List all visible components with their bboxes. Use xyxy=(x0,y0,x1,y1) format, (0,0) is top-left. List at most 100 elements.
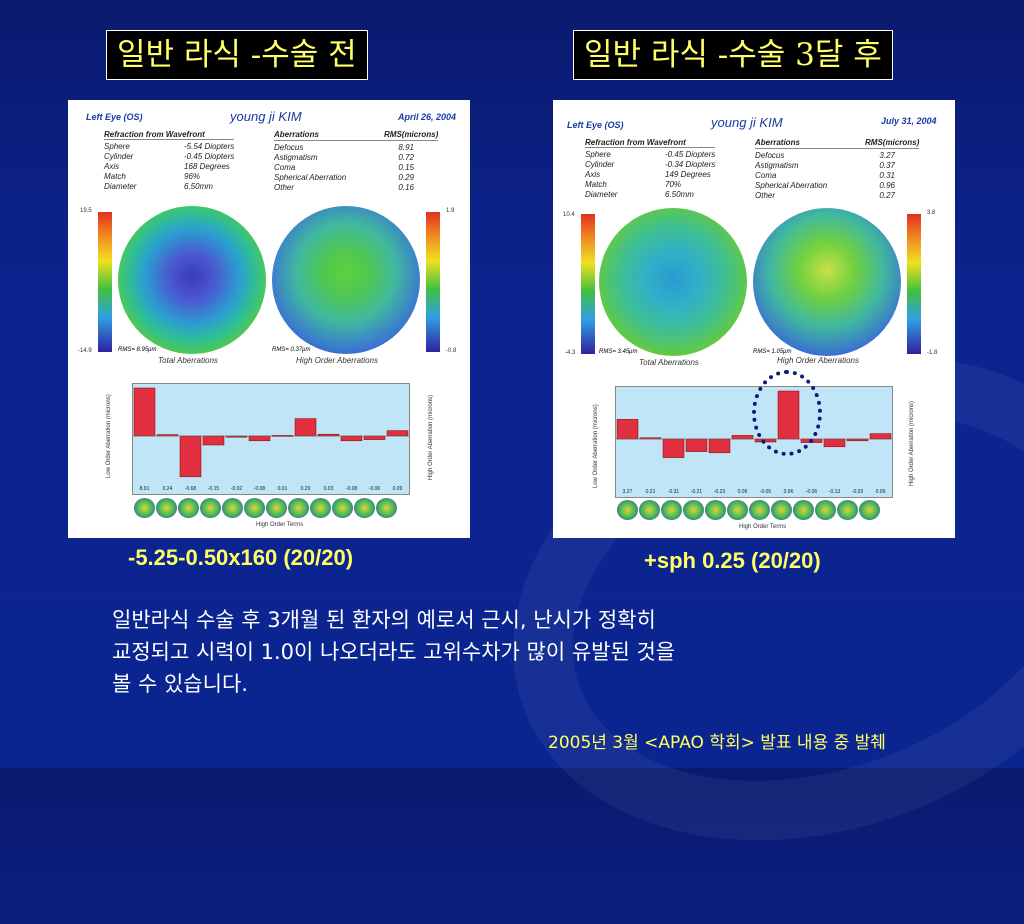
rms-total: RMS= 3.45μm xyxy=(599,349,638,355)
bar-11 xyxy=(386,430,409,437)
total-aberration-map xyxy=(599,208,747,356)
x-axis-title: High Order Terms xyxy=(739,524,787,530)
bar-9 xyxy=(823,438,846,448)
caption-total: Total Aberrations xyxy=(639,358,699,367)
color-scale-total xyxy=(581,214,595,354)
diameter-label-hoa: Ø= 6.50mm xyxy=(865,210,897,216)
y-axis-right-title: High Order Aberration (microns) xyxy=(909,400,915,486)
bar-value-label: 3.27 xyxy=(623,489,633,495)
bar-0 xyxy=(616,419,639,440)
wavefront-report-before: Left Eye (OS) young ji KIM April 26, 200… xyxy=(68,100,470,538)
aberrations-table: Aberrations RMS(microns) Defocus 8.91 Asti… xyxy=(274,130,439,192)
bar-9 xyxy=(340,435,363,442)
bar-value-label: -0.31 xyxy=(668,489,680,495)
caption-total: Total Aberrations xyxy=(158,356,218,365)
bar-2 xyxy=(662,438,685,458)
scale-min-hoa: -1.8 xyxy=(927,350,938,356)
diameter-label-hoa: Ø= 6.50mm xyxy=(382,208,414,214)
bar-value-label: 0.09 xyxy=(876,489,886,495)
refraction-header: Refraction from Wavefront xyxy=(104,130,235,140)
caption-hoa: High Order Aberrations xyxy=(777,356,859,365)
bar-value-label: -0.23 xyxy=(714,489,726,495)
aberrations-table: Aberrations RMS(microns) Defocus 3.27 Asti… xyxy=(755,138,920,200)
color-scale-hoa xyxy=(907,214,921,354)
bar-value-label: 0.06 xyxy=(738,489,748,495)
source-footer: 2005년 3월 <APAO 학회> 발표 내용 중 발췌 xyxy=(548,733,886,753)
scale-max-hoa: 3.8 xyxy=(927,210,936,216)
bar-value-label: 0.01 xyxy=(278,486,288,492)
rms-total: RMS= 8.95μm xyxy=(118,347,157,353)
bar-value-label: 8.91 xyxy=(140,486,150,492)
bar-4 xyxy=(708,438,731,454)
bar-11 xyxy=(869,433,892,440)
wavefront-report-after: Left Eye (OS) young ji KIM July 31, 2004… xyxy=(553,100,955,538)
description-line-1: 일반라식 수술 후 3개월 된 환자의 예로서 근시, 난시가 정확히 xyxy=(112,608,656,632)
scale-max-total: 10.4 xyxy=(563,212,575,218)
hoa-map xyxy=(272,206,420,354)
rms-hoa: RMS= 1.05μm xyxy=(753,349,792,355)
bar-value-label: -0.06 xyxy=(806,489,818,495)
bar-value-label: 0.03 xyxy=(324,486,334,492)
bar-value-label: -0.08 xyxy=(346,486,358,492)
bar-value-label: -0.68 xyxy=(185,486,197,492)
color-scale-total xyxy=(98,212,112,352)
bar-10 xyxy=(846,438,869,442)
title-after-surgery: 일반 라식 -수술 3달 후 xyxy=(573,30,893,80)
bar-value-label: -0.05 xyxy=(760,489,772,495)
zernike-thumbnails xyxy=(617,500,880,522)
bar-0 xyxy=(133,387,156,437)
bar-8 xyxy=(317,433,340,437)
diameter-label: Ø= 6.50mm xyxy=(711,210,743,216)
bar-3 xyxy=(685,438,708,452)
caption-hoa: High Order Aberrations xyxy=(296,356,378,365)
description-line-2: 교정되고 시력이 1.0이 나오더라도 고위수차가 많이 유발된 것을 xyxy=(112,640,676,664)
patient-name: young ji KIM xyxy=(230,109,302,124)
total-aberration-map xyxy=(118,206,266,354)
bar-chart-svg: 8.91 0.24 -0.68 -0.15 -0.02 -0.08 0.01 0.29 0.03… xyxy=(133,387,409,492)
refraction-table: Refraction from Wavefront Sphere -5.54 Di… xyxy=(104,130,235,191)
highlight-circle xyxy=(752,370,822,456)
bar-value-label: -0.21 xyxy=(691,489,703,495)
aberration-bar-chart: 8.91 0.24 -0.68 -0.15 -0.02 -0.08 0.01 0.29 0.03… xyxy=(132,383,410,495)
bar-value-label: -0.03 xyxy=(852,489,864,495)
refraction-table: Refraction from Wavefront Sphere -0.45 Di… xyxy=(585,138,716,199)
scale-min-total: -14.9 xyxy=(78,348,92,354)
bar-value-label: 0.96 xyxy=(784,489,794,495)
hoa-map xyxy=(753,208,901,356)
bar-value-label: -0.08 xyxy=(254,486,266,492)
refraction-result-after: +sph 0.25 (20/20) xyxy=(644,548,821,573)
bar-value-label: 0.24 xyxy=(163,486,173,492)
bar-5 xyxy=(731,435,754,440)
color-scale-hoa xyxy=(426,212,440,352)
scale-max-hoa: 1.9 xyxy=(446,208,455,214)
exam-date: April 26, 2004 xyxy=(398,112,457,122)
description-line-3: 볼 수 있습니다. xyxy=(112,672,248,696)
bar-value-label: 0.09 xyxy=(393,486,403,492)
refraction-header: Refraction from Wavefront xyxy=(585,138,716,148)
patient-name: young ji KIM xyxy=(711,115,783,130)
diameter-label: Ø= 6.50mm xyxy=(228,208,260,214)
bar-10 xyxy=(363,435,386,440)
scale-min-hoa: -0.8 xyxy=(446,348,457,354)
description-text: 일반라식 수술 후 3개월 된 환자의 예로서 근시, 난시가 정확히 교정되고… xyxy=(112,604,932,700)
bar-value-label: 0.29 xyxy=(301,486,311,492)
bar-5 xyxy=(248,435,271,442)
y-axis-right-title: High Order Aberration (microns) xyxy=(428,394,434,480)
eye-label: Left Eye (OS) xyxy=(567,120,624,130)
bar-3 xyxy=(202,435,225,446)
eye-label: Left Eye (OS) xyxy=(86,112,143,122)
bar-value-label: 0.21 xyxy=(646,489,656,495)
bar-value-label: -0.06 xyxy=(369,486,381,492)
y-axis-left-title: Low Order Aberration (microns) xyxy=(593,404,599,488)
bar-value-label: -0.02 xyxy=(231,486,243,492)
bar-2 xyxy=(179,435,202,478)
scale-min-total: -4.3 xyxy=(565,350,576,356)
bar-value-label: -0.15 xyxy=(208,486,220,492)
scale-max-total: 19.5 xyxy=(80,208,92,214)
exam-date: July 31, 2004 xyxy=(881,116,937,126)
rms-hoa: RMS= 0.37μm xyxy=(272,347,311,353)
x-axis-title: High Order Terms xyxy=(256,522,304,528)
zernike-thumbnails xyxy=(134,498,397,520)
bar-7 xyxy=(294,418,317,437)
refraction-result-before: -5.25-0.50x160 (20/20) xyxy=(128,545,354,570)
